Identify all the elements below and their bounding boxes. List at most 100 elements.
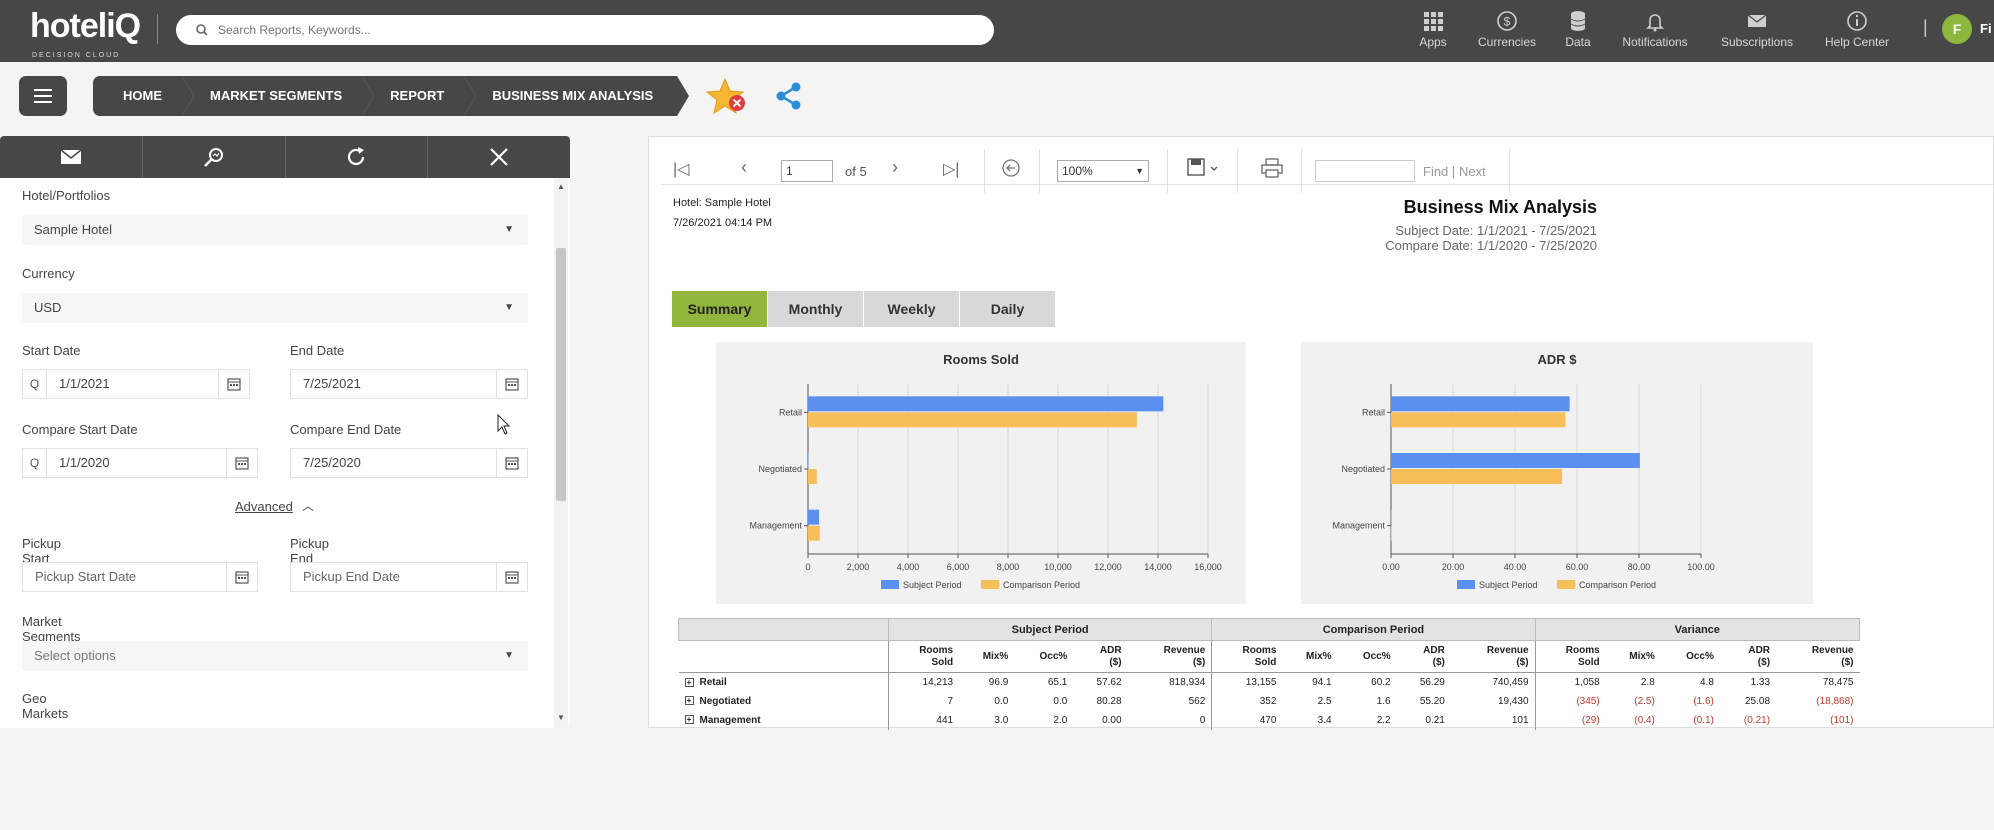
expand-icon[interactable]: + (684, 677, 694, 687)
zoom-select[interactable]: 100% ▼ (1057, 160, 1149, 182)
pickup-start-date-field[interactable]: Pickup Start Date (22, 562, 258, 592)
chevron-up-icon[interactable]: ︿ (302, 499, 315, 513)
tab-monthly[interactable]: Monthly (768, 291, 863, 327)
scroll-down-icon[interactable]: ▼ (557, 713, 565, 722)
table-cell: 65.1 (1047, 676, 1068, 688)
calendar-icon[interactable] (505, 456, 519, 470)
table-cell: (18,868) (1816, 695, 1854, 707)
table-row[interactable]: + Management 441 3.0 2.0 0.00 0 470 3.4 2.2 0.21 10… (679, 710, 1860, 730)
search-input[interactable] (218, 19, 958, 41)
market-segments-label: Market Segments (22, 614, 81, 644)
scroll-up-icon[interactable]: ▲ (557, 182, 565, 191)
find-link[interactable]: Find (1423, 164, 1449, 179)
find-input[interactable] (1315, 160, 1415, 182)
email-button[interactable] (0, 136, 143, 178)
last-page-icon[interactable]: ▷| (943, 161, 960, 178)
search-report-button[interactable] (143, 136, 286, 178)
column-header: Revenue ($) (1450, 640, 1536, 673)
table-cell: 7 (888, 691, 960, 711)
breadcrumb-business-mix-analysis: BUSINESS MIX ANALYSIS (464, 76, 690, 116)
favorite-remove-icon[interactable] (705, 76, 749, 116)
calendar-icon[interactable] (235, 570, 249, 584)
nav-data[interactable]: Data (1562, 10, 1594, 49)
first-page-icon[interactable]: |◁ (673, 161, 690, 178)
market-segments-select[interactable]: Select options ▼ (22, 641, 528, 671)
search-bar[interactable] (176, 15, 994, 45)
calendar-icon[interactable] (227, 377, 241, 391)
nav-apps[interactable]: Apps (1413, 10, 1453, 49)
avatar[interactable]: F (1942, 14, 1972, 44)
compare-start-date-label: Compare Start Date (22, 422, 138, 437)
back-icon[interactable] (1001, 158, 1021, 178)
breadcrumb-home[interactable]: HOME (93, 76, 194, 116)
y-tick-label: Management (749, 521, 802, 531)
share-icon[interactable] (774, 81, 804, 111)
currency-select[interactable]: USD ▼ (22, 293, 528, 323)
calendar-icon[interactable] (505, 570, 519, 584)
close-button[interactable] (428, 136, 570, 178)
advanced-toggle-link[interactable]: Advanced (235, 499, 293, 514)
end-date-field[interactable]: 7/25/2021 (290, 369, 528, 399)
table-column-header: Rooms Sold Mix% Occ% ADR ($) Revenue ($) Rooms So… (678, 640, 1860, 673)
scrollbar[interactable]: ▲ ▼ (554, 178, 568, 728)
print-icon[interactable] (1261, 158, 1283, 178)
quick-select-button[interactable]: Q (23, 370, 47, 398)
envelope-icon (1747, 14, 1767, 27)
envelope-icon (60, 149, 82, 164)
quick-select-button[interactable]: Q (23, 449, 47, 477)
expand-icon[interactable]: + (684, 696, 694, 706)
pickup-start-date-placeholder: Pickup Start Date (35, 569, 137, 584)
info-icon (1847, 11, 1867, 31)
hotel-select[interactable]: Sample Hotel ▼ (22, 215, 528, 245)
dropdown-caret-icon: ▼ (1135, 166, 1144, 176)
tab-weekly[interactable]: Weekly (864, 291, 959, 327)
table-cell: (0.1) (1693, 714, 1714, 726)
table-cell: (2.5) (1634, 695, 1655, 707)
page-number-input[interactable]: 1 (781, 160, 833, 182)
adr-chart: ADR $ 0.00 20.00 40.00 60.00 80.00 100.00 Retai… (1301, 342, 1813, 604)
currency-label: Currency (22, 266, 75, 281)
breadcrumb-market-segments[interactable]: MARKET SEGMENTS (182, 76, 375, 116)
table-cell: 0.21 (1425, 714, 1445, 726)
tab-summary[interactable]: Summary (672, 291, 767, 327)
nav-help-center[interactable]: Help Center (1824, 10, 1890, 49)
x-tick-label: 16,000 (1194, 562, 1222, 572)
user-name[interactable]: Fi (1980, 21, 1992, 36)
pickup-end-date-field[interactable]: Pickup End Date (290, 562, 528, 592)
table-cell: 3.0 (994, 714, 1009, 726)
nav-currencies[interactable]: $ Currencies (1474, 10, 1540, 49)
compare-end-date-field[interactable]: 7/25/2020 (290, 448, 528, 478)
table-row[interactable]: + Negotiated 7 0.0 0.0 80.28 562 352 2.5 1.6 55.20… (679, 691, 1860, 711)
scrollbar-thumb[interactable] (556, 248, 566, 501)
prev-page-icon[interactable]: ‹ (741, 157, 747, 177)
column-header: Revenue ($) (1776, 640, 1860, 673)
report-viewer: |◁ ‹ 1 of 5 › ▷| 100% ▼ Find | Next Hotel… (648, 136, 1994, 730)
nav-label: Apps (1419, 35, 1447, 49)
table-cell: 80.28 (1096, 695, 1122, 707)
table-cell: 25.08 (1745, 695, 1771, 707)
table-cell: 2.8 (1640, 676, 1655, 688)
table-cell: 740,459 (1492, 676, 1529, 688)
expand-icon[interactable]: + (684, 715, 694, 725)
compare-start-date-field[interactable]: Q 1/1/2020 (22, 448, 258, 478)
next-link[interactable]: Next (1458, 164, 1486, 179)
hamburger-menu-button[interactable] (19, 76, 67, 116)
refresh-button[interactable] (286, 136, 429, 178)
table-cell: 0.0 (994, 695, 1009, 707)
logo[interactable]: hoteliQ DECISION CLOUD (30, 7, 141, 59)
nav-subscriptions[interactable]: Subscriptions (1719, 10, 1795, 49)
next-page-icon[interactable]: › (892, 157, 898, 177)
calendar-icon[interactable] (235, 456, 249, 470)
tab-daily[interactable]: Daily (960, 291, 1055, 327)
breadcrumb-report[interactable]: REPORT (362, 76, 477, 116)
close-icon (490, 148, 508, 166)
table-row[interactable]: + Retail 14,213 96.9 65.1 57.62 818,934 13,155 9… (679, 672, 1860, 692)
start-date-field[interactable]: Q 1/1/2021 (22, 369, 250, 399)
legend-swatch (981, 580, 999, 589)
column-header: Rooms Sold (1534, 640, 1606, 673)
table-cell: 94.1 (1312, 676, 1332, 688)
save-export-icon[interactable] (1187, 158, 1221, 178)
nav-notifications[interactable]: Notifications (1620, 10, 1690, 49)
calendar-icon[interactable] (505, 377, 519, 391)
y-tick-label: Retail (779, 407, 802, 417)
